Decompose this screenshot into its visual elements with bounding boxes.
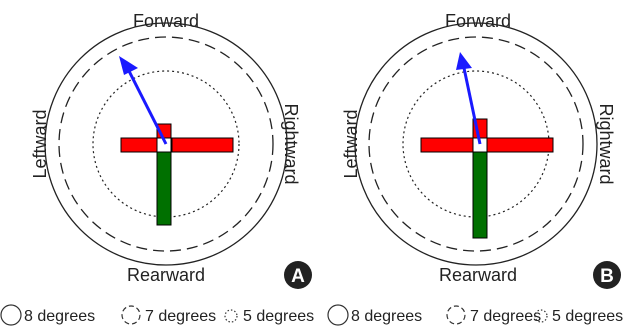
legend-dotted-circle-icon — [224, 309, 238, 323]
lateral-bar-left — [420, 137, 474, 153]
label-rightward: Rightward — [281, 103, 301, 184]
label-leftward: Leftward — [341, 109, 361, 178]
panel-b: Forward Rearward Leftward Rightward B — [341, 11, 621, 289]
circle-7-degrees — [368, 36, 584, 252]
panel-badge-a: A — [291, 266, 305, 287]
label-rearward: Rearward — [439, 265, 517, 285]
direction-arrow-shaft — [126, 68, 168, 145]
legend-label: 5 degrees — [552, 308, 623, 325]
circle-8-degrees — [354, 22, 598, 266]
rear-bar — [156, 151, 172, 226]
legend: 8 degrees 7 degrees 5 degrees 8 degrees … — [0, 304, 623, 326]
label-forward: Forward — [133, 11, 199, 31]
rear-bar — [472, 151, 488, 239]
legend-dashed-circle-icon — [121, 305, 141, 325]
legend-label: 5 degrees — [243, 308, 314, 325]
legend-solid-circle-icon — [0, 304, 22, 326]
direction-arrow-shaft — [462, 67, 482, 145]
legend-item-5-degrees: 5 degrees — [224, 308, 314, 325]
legend-solid-circle-icon — [327, 304, 349, 326]
lateral-bar-right — [171, 137, 234, 153]
label-rightward: Rightward — [596, 103, 616, 184]
panel-badge-b: B — [600, 266, 614, 287]
direction-arrow-head — [119, 56, 138, 75]
direction-arrow-head — [456, 52, 472, 70]
label-rearward: Rearward — [127, 265, 205, 285]
legend-dashed-circle-icon — [446, 305, 466, 325]
lateral-bar-left — [120, 137, 160, 153]
circle-8-degrees — [44, 22, 288, 266]
legend-item-7-degrees: 7 degrees — [446, 305, 541, 325]
panel-badge-circle — [284, 261, 312, 289]
label-forward: Forward — [445, 11, 511, 31]
label-leftward: Leftward — [30, 109, 50, 178]
lateral-bar-right — [486, 137, 554, 153]
legend-item-8-degrees: 8 degrees — [0, 304, 95, 326]
legend-item-8-degrees: 8 degrees — [327, 304, 422, 326]
panel-badge-circle — [593, 261, 621, 289]
legend-item-5-degrees: 5 degrees — [534, 308, 623, 325]
legend-dotted-circle-icon — [534, 309, 548, 323]
panel-a: Forward Rearward Leftward Rightward A — [30, 11, 312, 289]
legend-label: 7 degrees — [470, 308, 541, 325]
legend-label: 8 degrees — [24, 308, 95, 325]
circle-7-degrees — [58, 36, 274, 252]
circle-5-degrees — [92, 70, 240, 218]
legend-item-7-degrees: 7 degrees — [121, 305, 216, 325]
legend-label: 8 degrees — [351, 308, 422, 325]
legend-label: 7 degrees — [145, 308, 216, 325]
